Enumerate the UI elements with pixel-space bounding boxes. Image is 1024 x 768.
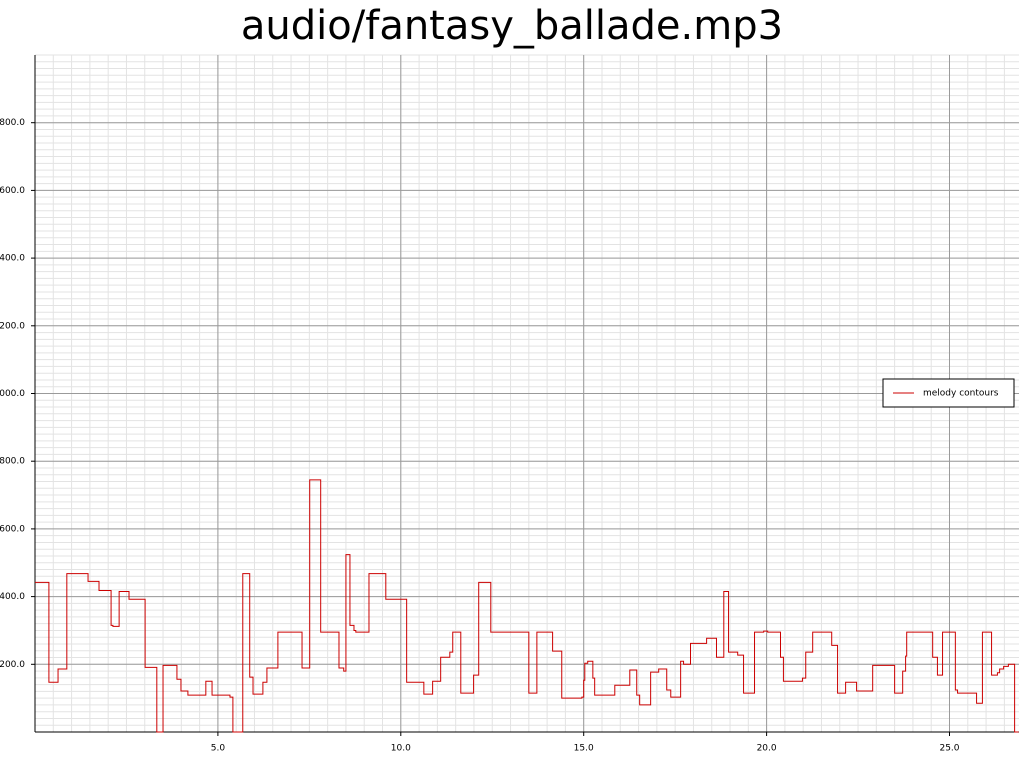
x-tick-label: 15.0 [574, 744, 594, 754]
y-tick-label: 200.0 [0, 660, 25, 670]
legend-label: melody contours [923, 389, 999, 399]
y-tick-label: 1200.0 [0, 321, 25, 331]
x-tick-label: 20.0 [757, 744, 777, 754]
y-tick-label: 1400.0 [0, 254, 25, 264]
chart-title: audio/fantasy_ballade.mp3 [241, 3, 783, 49]
x-tick-label: 5.0 [211, 744, 226, 754]
melody-line [35, 479, 1019, 733]
y-tick-label: 1800.0 [0, 118, 25, 128]
x-tick-label: 25.0 [939, 744, 959, 754]
y-tick-label: 400.0 [0, 592, 25, 602]
y-tick-label: 1600.0 [0, 186, 25, 196]
x-tick-label: 10.0 [391, 744, 411, 754]
y-tick-label: 800.0 [0, 457, 25, 467]
y-tick-label: 600.0 [0, 524, 25, 534]
y-tick-label: 1000.0 [0, 389, 25, 399]
